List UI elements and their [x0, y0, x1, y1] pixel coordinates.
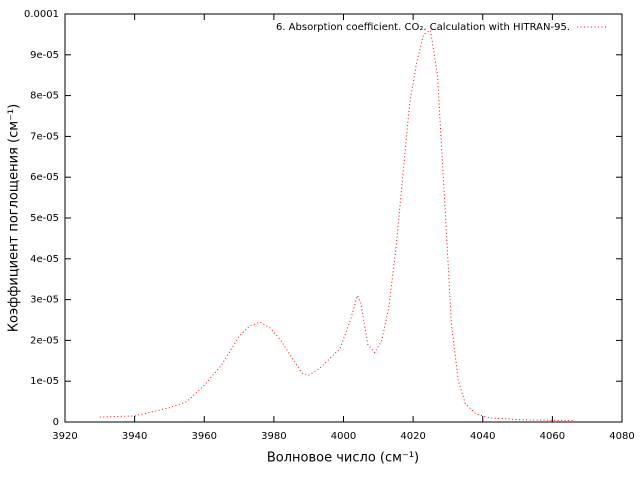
y-tick-label: 8e-05 [30, 91, 59, 102]
y-tick-label: 0.0001 [24, 9, 59, 20]
x-tick-label: 4060 [540, 431, 565, 442]
y-tick-label: 6e-05 [30, 172, 59, 183]
legend-label: 6. Absorption coefficient. CO₂. Calculat… [276, 22, 570, 33]
x-axis-label: Волновое число (см⁻¹) [267, 451, 419, 466]
y-tick-label: 1e-05 [30, 376, 59, 387]
x-tick-label: 4080 [609, 431, 634, 442]
y-tick-label: 5e-05 [30, 213, 59, 224]
x-tick-label: 3920 [52, 431, 77, 442]
x-tick-label: 4040 [470, 431, 495, 442]
x-tick-label: 4020 [400, 431, 425, 442]
y-tick-label: 0 [53, 417, 59, 428]
x-tick-label: 3940 [122, 431, 147, 442]
y-tick-label: 9e-05 [30, 50, 59, 61]
y-tick-label: 2e-05 [30, 335, 59, 346]
y-tick-label: 4e-05 [30, 254, 59, 265]
y-tick-label: 7e-05 [30, 131, 59, 142]
x-tick-label: 3960 [192, 431, 217, 442]
x-tick-label: 4000 [331, 431, 356, 442]
y-tick-label: 3e-05 [30, 295, 59, 306]
y-axis-label: Коэффициент поглощения (см⁻¹) [7, 104, 22, 332]
x-tick-label: 3980 [261, 431, 286, 442]
